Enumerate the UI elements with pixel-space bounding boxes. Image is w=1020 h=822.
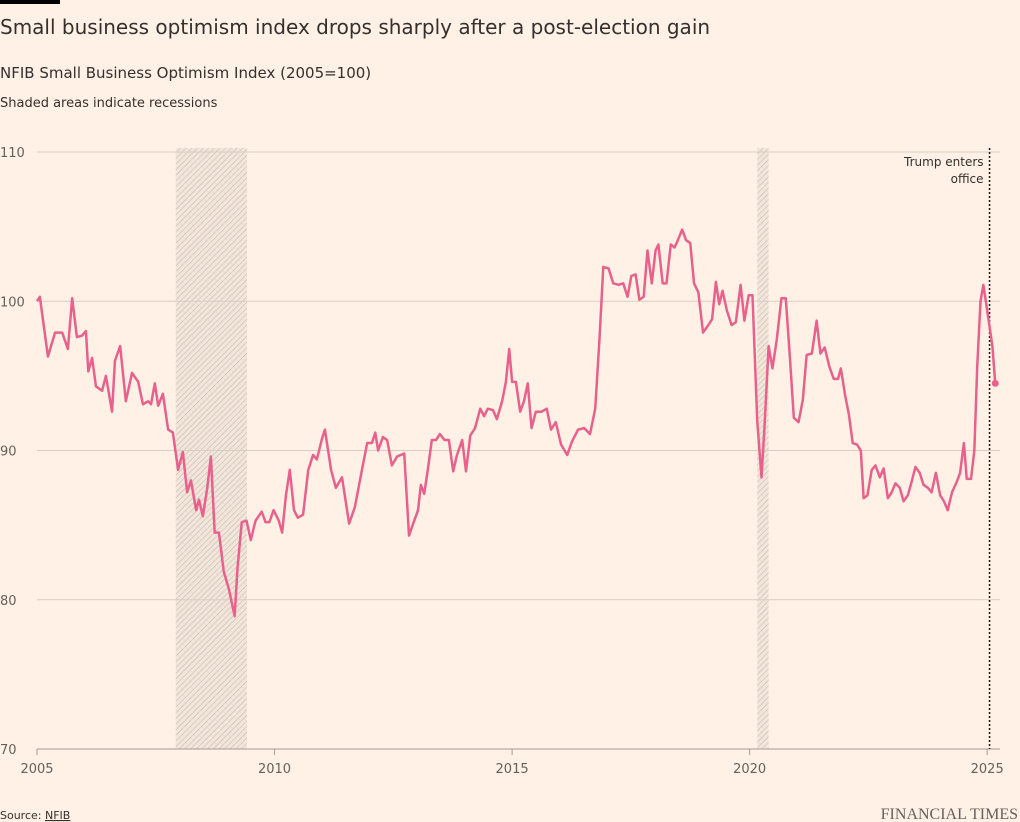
x-tick-label: 2010 — [258, 762, 291, 777]
source-label: Source: NFIB — [0, 809, 70, 822]
y-tick-label: 110 — [0, 146, 25, 161]
last-point — [991, 379, 999, 387]
recession-band — [175, 148, 247, 749]
annotation-text: office — [951, 172, 984, 186]
x-tick-label: 2020 — [733, 762, 766, 777]
y-tick-label: 100 — [0, 295, 25, 310]
annotation-text: Trump enters — [903, 155, 984, 169]
x-tick-label: 2005 — [20, 762, 53, 777]
y-tick-label: 90 — [0, 445, 17, 460]
chart-title: Small business optimism index drops shar… — [0, 15, 710, 39]
brand: FINANCIAL TIMES — [881, 806, 1018, 822]
brand-bar — [0, 0, 60, 4]
source-link[interactable]: NFIB — [45, 809, 70, 822]
x-tick-label: 2025 — [971, 762, 1004, 777]
x-tick-label: 2015 — [496, 762, 529, 777]
y-tick-label: 80 — [0, 594, 17, 609]
y-tick-label: 70 — [0, 743, 17, 758]
chart-subtitle: NFIB Small Business Optimism Index (2005… — [0, 64, 371, 82]
source-label-text: Source: — [0, 809, 42, 822]
series-line — [35, 228, 997, 618]
chart-note: Shaded areas indicate recessions — [0, 96, 218, 111]
